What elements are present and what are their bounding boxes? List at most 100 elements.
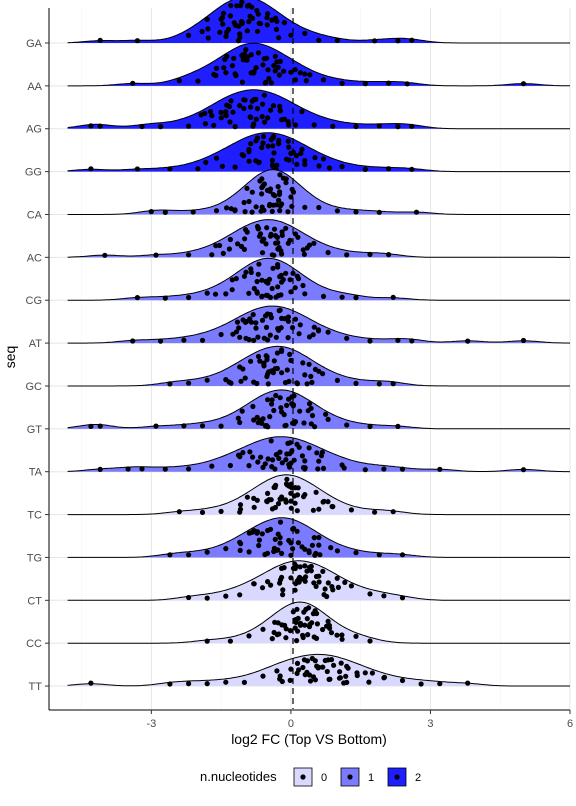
y-tick-label: GT [27,424,43,436]
data-point [98,424,103,429]
data-point [271,192,276,197]
data-point [316,459,321,464]
data-point [262,56,267,61]
data-point [377,210,382,215]
data-point [353,381,358,386]
y-tick-label: CT [27,595,42,607]
data-point [265,491,270,496]
data-point [250,124,255,129]
ridge-CG [68,258,570,300]
data-point [317,163,322,168]
data-point [313,658,318,663]
data-point [255,459,260,464]
data-point [298,151,303,156]
data-point [242,236,247,241]
data-point [200,423,205,428]
data-point [313,367,318,372]
data-point [259,294,264,299]
data-point [326,330,331,335]
data-point [260,62,265,67]
data-point [400,595,405,600]
data-point [260,318,265,323]
data-point [247,449,252,454]
data-point [263,423,268,428]
data-point [219,509,224,514]
data-point [316,543,321,548]
data-point [311,241,316,246]
data-point [237,103,242,108]
data-point [243,47,248,52]
x-tick-layer: -3 0 3 6 [146,710,573,730]
data-point [353,550,358,555]
data-point [272,227,277,232]
data-point [264,15,269,20]
data-point [294,620,299,625]
data-point [276,198,281,203]
data-point [248,359,253,364]
data-point [409,167,414,172]
data-point [381,593,386,598]
data-point [139,124,144,129]
data-point [186,552,191,557]
data-point [243,209,248,214]
data-point [363,81,368,86]
data-point [279,566,284,571]
data-point [277,581,282,586]
data-point [250,210,255,215]
data-point [248,104,253,109]
data-point [312,535,317,540]
data-point [278,59,283,64]
data-point [329,657,334,662]
data-point [158,124,163,129]
data-point [246,199,251,204]
data-point [255,224,260,229]
legend-title: n.nucleotides [200,769,277,784]
data-point [298,70,303,75]
data-point [245,3,250,8]
data-point [268,186,273,191]
data-point [409,38,414,43]
data-point [286,145,291,150]
y-tick-label: AC [27,252,42,264]
data-point [275,262,280,267]
data-point [224,103,229,108]
data-point [256,420,261,425]
data-point [465,339,470,344]
data-point [270,368,275,373]
data-point [240,20,245,25]
data-point [276,501,281,506]
data-point [294,162,299,167]
data-point [245,54,250,59]
data-point [283,635,288,640]
data-point [279,273,284,278]
data-point [312,155,317,160]
x-tick-label: -3 [146,718,156,730]
data-point [297,331,302,336]
y-tick-label: GC [26,381,43,393]
data-point [301,247,306,252]
x-tick-label: 3 [427,718,433,730]
data-point [260,627,265,632]
data-point [220,15,225,20]
data-point [243,336,248,341]
data-point [300,360,305,365]
data-point [264,325,269,330]
data-point [261,363,266,368]
data-point [297,580,302,585]
data-point [287,465,292,470]
data-point [367,424,372,429]
data-point [264,225,269,230]
data-point [262,336,267,341]
data-point [263,461,268,466]
data-point [307,401,312,406]
data-point [251,97,256,102]
data-point [320,371,325,376]
data-point [295,235,300,240]
data-point [343,674,348,679]
data-point [302,563,307,568]
data-point [283,457,288,462]
ridge-fill [68,90,570,129]
data-point [386,166,391,171]
data-point [279,347,284,352]
